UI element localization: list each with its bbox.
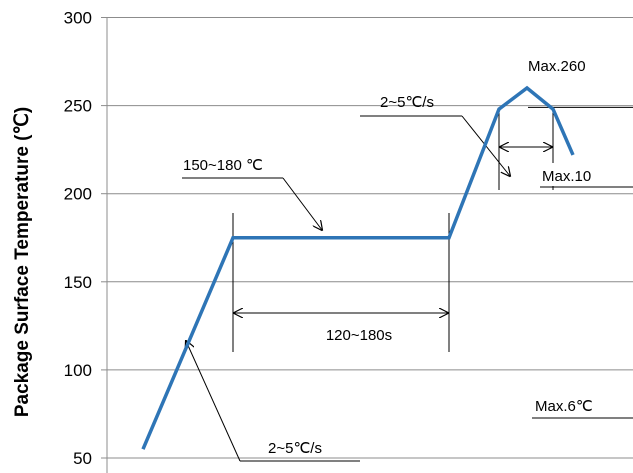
- y-tick-labels: 50 100 150 200 250 300: [64, 9, 92, 469]
- y-tick-label-100: 100: [64, 361, 92, 380]
- annotation-peak-time: Max.10: [542, 168, 591, 185]
- y-axis-label: Package Surface Temperature (℃): [12, 107, 33, 417]
- ramp-up-leader: [186, 341, 241, 462]
- peak-label-background: [523, 53, 633, 77]
- y-tick-label-200: 200: [64, 185, 92, 204]
- annotation-ramp-up: 2~5℃/s: [268, 440, 322, 457]
- y-tick-label-50: 50: [73, 449, 92, 468]
- annotation-labels: 2~5℃/s 150~180 ℃ 120~180s 2~5℃/s Max.260 Max.…: [183, 53, 633, 457]
- grid-lines: [101, 17, 633, 473]
- series-line-0: [141, 85, 575, 450]
- peak-time-label-background: [538, 163, 633, 186]
- soak-label-leader: [282, 177, 322, 230]
- y-tick-label-250: 250: [64, 97, 92, 116]
- y-tick-label-150: 150: [64, 273, 92, 292]
- annotation-ramp-peak: 2~5℃/s: [380, 94, 434, 111]
- dimension-lines: [182, 106, 633, 462]
- annotation-peak: Max.260: [528, 58, 586, 75]
- annotation-soak-time: 120~180s: [326, 327, 392, 344]
- y-tick-label-300: 300: [64, 9, 92, 28]
- annotation-soak-temp: 150~180 ℃: [183, 157, 263, 174]
- annotation-max6: Max.6℃: [535, 398, 593, 415]
- series-lines: [141, 85, 575, 450]
